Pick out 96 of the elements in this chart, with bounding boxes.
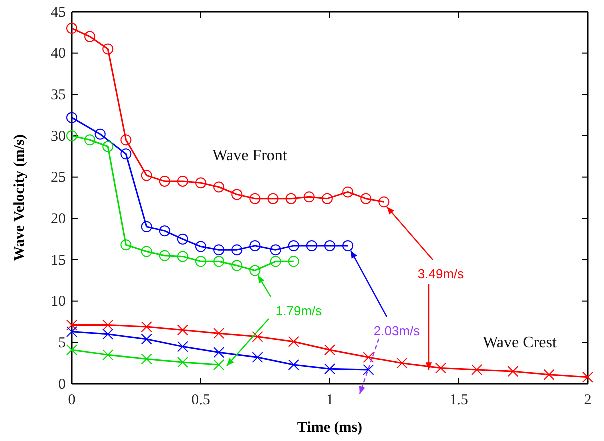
point bbox=[141, 354, 152, 365]
y-axis-title: Wave Velocity (m/s) bbox=[12, 134, 28, 262]
point bbox=[508, 366, 519, 378]
point bbox=[304, 192, 315, 203]
point bbox=[177, 234, 188, 245]
point bbox=[102, 44, 114, 55]
point bbox=[582, 372, 594, 383]
point bbox=[288, 240, 300, 252]
point bbox=[232, 189, 243, 200]
point bbox=[250, 240, 261, 252]
y-tick-label: 30 bbox=[51, 128, 66, 145]
point bbox=[196, 241, 206, 252]
point bbox=[141, 221, 152, 232]
point bbox=[288, 359, 300, 370]
point bbox=[66, 344, 78, 356]
point bbox=[177, 324, 188, 336]
point bbox=[544, 369, 555, 380]
point bbox=[102, 350, 114, 361]
point bbox=[177, 176, 188, 187]
annotation: 3.49m/s bbox=[418, 266, 465, 282]
annotation: Wave Crest bbox=[483, 334, 558, 352]
point bbox=[270, 244, 282, 256]
point bbox=[177, 341, 188, 352]
point bbox=[141, 170, 152, 182]
y-tick-label: 15 bbox=[51, 252, 66, 269]
x-tick-label: 2 bbox=[584, 392, 592, 409]
point bbox=[84, 134, 96, 146]
point bbox=[102, 320, 114, 331]
point bbox=[66, 130, 78, 142]
annotation: 2.03m/s bbox=[374, 324, 421, 339]
point bbox=[66, 23, 78, 34]
y-tick-label: 0 bbox=[58, 376, 66, 393]
point bbox=[102, 141, 114, 152]
point bbox=[286, 193, 297, 204]
y-tick-label: 5 bbox=[58, 335, 66, 352]
point bbox=[66, 326, 78, 338]
point bbox=[214, 256, 225, 268]
point bbox=[342, 240, 354, 252]
point bbox=[435, 362, 446, 374]
y-tick-label: 20 bbox=[51, 211, 66, 228]
point bbox=[120, 240, 132, 251]
point bbox=[324, 364, 336, 375]
point bbox=[94, 128, 106, 140]
point bbox=[472, 364, 483, 376]
annotation: 1.79m/s bbox=[276, 304, 323, 319]
point bbox=[196, 256, 206, 268]
point bbox=[324, 240, 336, 252]
point bbox=[268, 193, 279, 204]
point bbox=[120, 134, 132, 146]
point bbox=[378, 196, 390, 208]
point bbox=[360, 193, 372, 204]
point bbox=[66, 112, 78, 124]
point bbox=[66, 320, 78, 331]
point bbox=[288, 256, 300, 268]
point bbox=[84, 31, 96, 42]
y-tick-label: 10 bbox=[51, 294, 66, 310]
point bbox=[250, 193, 261, 204]
point bbox=[342, 186, 354, 198]
x-tick-label: 1 bbox=[326, 392, 334, 409]
point bbox=[363, 364, 374, 376]
y-tick-label: 25 bbox=[51, 170, 66, 186]
point bbox=[324, 344, 336, 356]
point bbox=[196, 178, 206, 189]
point bbox=[159, 176, 170, 187]
point bbox=[232, 244, 243, 256]
point bbox=[214, 244, 225, 256]
x-tick-label: 0.5 bbox=[192, 392, 210, 409]
point bbox=[288, 336, 300, 348]
point bbox=[102, 328, 114, 340]
point bbox=[252, 331, 264, 342]
y-tick-label: 35 bbox=[51, 87, 66, 104]
point bbox=[232, 260, 243, 272]
point bbox=[270, 256, 282, 268]
annotation: Wave Front bbox=[212, 148, 288, 165]
point bbox=[214, 347, 225, 358]
x-tick-label: 1.5 bbox=[450, 392, 468, 409]
point bbox=[214, 182, 225, 193]
point bbox=[306, 240, 318, 252]
point bbox=[252, 352, 264, 364]
point bbox=[396, 358, 408, 369]
point bbox=[214, 328, 225, 340]
x-axis-title: Time (ms) bbox=[297, 420, 363, 436]
point bbox=[159, 250, 170, 262]
point bbox=[250, 265, 261, 276]
point bbox=[141, 246, 152, 258]
point bbox=[120, 148, 132, 160]
point bbox=[177, 357, 188, 368]
y-tick-label: 45 bbox=[51, 4, 66, 21]
y-tick-label: 40 bbox=[51, 46, 66, 62]
point bbox=[159, 226, 170, 237]
point bbox=[363, 352, 374, 364]
point bbox=[214, 359, 225, 370]
point bbox=[322, 193, 333, 204]
point bbox=[141, 334, 152, 345]
point bbox=[177, 251, 188, 262]
point bbox=[141, 321, 152, 332]
